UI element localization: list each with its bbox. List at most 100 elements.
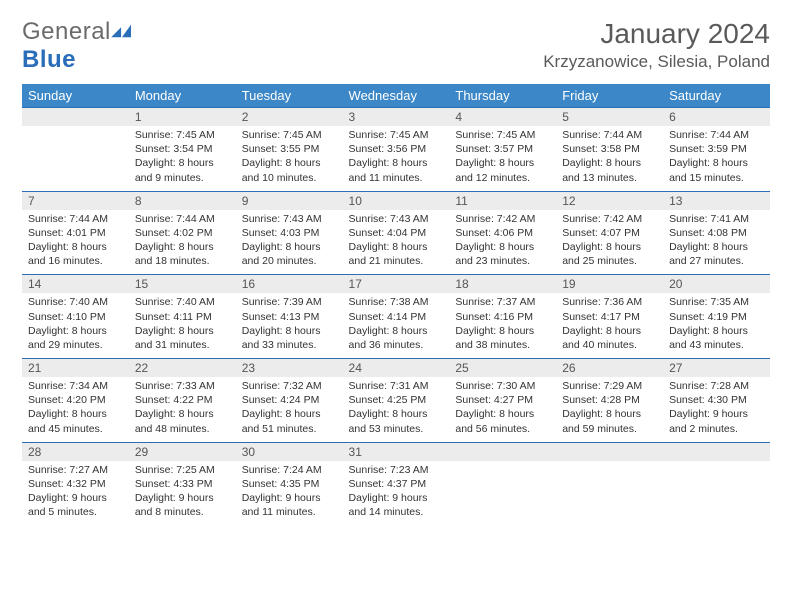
sunrise-text: Sunrise: 7:27 AM (28, 463, 123, 477)
sunset-text: Sunset: 4:10 PM (28, 310, 123, 324)
daylight-text-1: Daylight: 8 hours (669, 240, 764, 254)
sunset-text: Sunset: 3:54 PM (135, 142, 230, 156)
sunset-text: Sunset: 4:22 PM (135, 393, 230, 407)
daylight-text-2: and 13 minutes. (562, 171, 657, 185)
daylight-text-2: and 10 minutes. (242, 171, 337, 185)
day-number-cell: 17 (343, 275, 450, 294)
daylight-text-1: Daylight: 8 hours (455, 240, 550, 254)
day-info-cell: Sunrise: 7:36 AMSunset: 4:17 PMDaylight:… (556, 293, 663, 358)
day-number-cell: 29 (129, 442, 236, 461)
day-number-cell: 28 (22, 442, 129, 461)
daynum-row: 14151617181920 (22, 275, 770, 294)
day-number-cell: 10 (343, 191, 450, 210)
calendar-table: Sunday Monday Tuesday Wednesday Thursday… (22, 84, 770, 525)
sunset-text: Sunset: 3:57 PM (455, 142, 550, 156)
day-info-cell: Sunrise: 7:39 AMSunset: 4:13 PMDaylight:… (236, 293, 343, 358)
sunset-text: Sunset: 4:06 PM (455, 226, 550, 240)
sunset-text: Sunset: 4:04 PM (349, 226, 444, 240)
day-info-cell: Sunrise: 7:42 AMSunset: 4:06 PMDaylight:… (449, 210, 556, 275)
day-info-cell: Sunrise: 7:44 AMSunset: 3:58 PMDaylight:… (556, 126, 663, 191)
daylight-text-2: and 31 minutes. (135, 338, 230, 352)
daylight-text-1: Daylight: 8 hours (28, 240, 123, 254)
logo-mark-icon (111, 21, 133, 39)
sunrise-text: Sunrise: 7:33 AM (135, 379, 230, 393)
daylight-text-1: Daylight: 9 hours (135, 491, 230, 505)
month-title: January 2024 (543, 18, 770, 50)
daylight-text-1: Daylight: 8 hours (455, 324, 550, 338)
sunrise-text: Sunrise: 7:42 AM (455, 212, 550, 226)
sunrise-text: Sunrise: 7:43 AM (349, 212, 444, 226)
day-number-cell: 12 (556, 191, 663, 210)
sunrise-text: Sunrise: 7:28 AM (669, 379, 764, 393)
sunrise-text: Sunrise: 7:23 AM (349, 463, 444, 477)
day-number-cell: 20 (663, 275, 770, 294)
day-number-cell: 25 (449, 359, 556, 378)
daylight-text-2: and 18 minutes. (135, 254, 230, 268)
day-info-cell: Sunrise: 7:29 AMSunset: 4:28 PMDaylight:… (556, 377, 663, 442)
sunrise-text: Sunrise: 7:29 AM (562, 379, 657, 393)
info-row: Sunrise: 7:40 AMSunset: 4:10 PMDaylight:… (22, 293, 770, 358)
page-header: General Blue January 2024 Krzyzanowice, … (22, 18, 770, 74)
info-row: Sunrise: 7:27 AMSunset: 4:32 PMDaylight:… (22, 461, 770, 526)
daylight-text-1: Daylight: 8 hours (669, 324, 764, 338)
day-info-cell: Sunrise: 7:44 AMSunset: 3:59 PMDaylight:… (663, 126, 770, 191)
daylight-text-1: Daylight: 8 hours (135, 407, 230, 421)
day-number-cell: 24 (343, 359, 450, 378)
day-info-cell: Sunrise: 7:35 AMSunset: 4:19 PMDaylight:… (663, 293, 770, 358)
day-info-cell: Sunrise: 7:43 AMSunset: 4:03 PMDaylight:… (236, 210, 343, 275)
sunrise-text: Sunrise: 7:39 AM (242, 295, 337, 309)
logo-text-blue: Blue (22, 46, 76, 73)
weekday-header: Tuesday (236, 84, 343, 108)
day-number-cell: 23 (236, 359, 343, 378)
day-info-cell: Sunrise: 7:44 AMSunset: 4:01 PMDaylight:… (22, 210, 129, 275)
weekday-header-row: Sunday Monday Tuesday Wednesday Thursday… (22, 84, 770, 108)
daylight-text-1: Daylight: 9 hours (349, 491, 444, 505)
daylight-text-2: and 2 minutes. (669, 422, 764, 436)
daylight-text-2: and 51 minutes. (242, 422, 337, 436)
day-info-cell: Sunrise: 7:40 AMSunset: 4:11 PMDaylight:… (129, 293, 236, 358)
sunset-text: Sunset: 4:27 PM (455, 393, 550, 407)
sunset-text: Sunset: 4:01 PM (28, 226, 123, 240)
sunset-text: Sunset: 4:02 PM (135, 226, 230, 240)
sunrise-text: Sunrise: 7:44 AM (669, 128, 764, 142)
weekday-header: Wednesday (343, 84, 450, 108)
daylight-text-2: and 45 minutes. (28, 422, 123, 436)
daylight-text-1: Daylight: 8 hours (562, 240, 657, 254)
daylight-text-1: Daylight: 9 hours (28, 491, 123, 505)
sunset-text: Sunset: 4:32 PM (28, 477, 123, 491)
day-number-cell (663, 442, 770, 461)
day-info-cell: Sunrise: 7:45 AMSunset: 3:54 PMDaylight:… (129, 126, 236, 191)
day-number-cell: 3 (343, 108, 450, 127)
sunrise-text: Sunrise: 7:38 AM (349, 295, 444, 309)
day-number-cell: 2 (236, 108, 343, 127)
daylight-text-1: Daylight: 8 hours (349, 324, 444, 338)
sunset-text: Sunset: 4:16 PM (455, 310, 550, 324)
day-number-cell (22, 108, 129, 127)
daylight-text-2: and 38 minutes. (455, 338, 550, 352)
sunrise-text: Sunrise: 7:42 AM (562, 212, 657, 226)
day-info-cell (663, 461, 770, 526)
sunrise-text: Sunrise: 7:37 AM (455, 295, 550, 309)
daylight-text-1: Daylight: 9 hours (242, 491, 337, 505)
daylight-text-2: and 21 minutes. (349, 254, 444, 268)
location-text: Krzyzanowice, Silesia, Poland (543, 52, 770, 72)
daylight-text-1: Daylight: 8 hours (28, 324, 123, 338)
sunset-text: Sunset: 3:56 PM (349, 142, 444, 156)
day-info-cell: Sunrise: 7:31 AMSunset: 4:25 PMDaylight:… (343, 377, 450, 442)
weekday-header: Thursday (449, 84, 556, 108)
sunrise-text: Sunrise: 7:43 AM (242, 212, 337, 226)
sunset-text: Sunset: 4:25 PM (349, 393, 444, 407)
day-info-cell: Sunrise: 7:28 AMSunset: 4:30 PMDaylight:… (663, 377, 770, 442)
info-row: Sunrise: 7:44 AMSunset: 4:01 PMDaylight:… (22, 210, 770, 275)
day-info-cell: Sunrise: 7:45 AMSunset: 3:57 PMDaylight:… (449, 126, 556, 191)
sunrise-text: Sunrise: 7:30 AM (455, 379, 550, 393)
sunset-text: Sunset: 4:30 PM (669, 393, 764, 407)
logo: General Blue (22, 18, 133, 74)
sunrise-text: Sunrise: 7:31 AM (349, 379, 444, 393)
calendar-body: 123456Sunrise: 7:45 AMSunset: 3:54 PMDay… (22, 108, 770, 526)
day-number-cell (449, 442, 556, 461)
day-info-cell (556, 461, 663, 526)
weekday-header: Friday (556, 84, 663, 108)
sunrise-text: Sunrise: 7:45 AM (455, 128, 550, 142)
daylight-text-2: and 12 minutes. (455, 171, 550, 185)
